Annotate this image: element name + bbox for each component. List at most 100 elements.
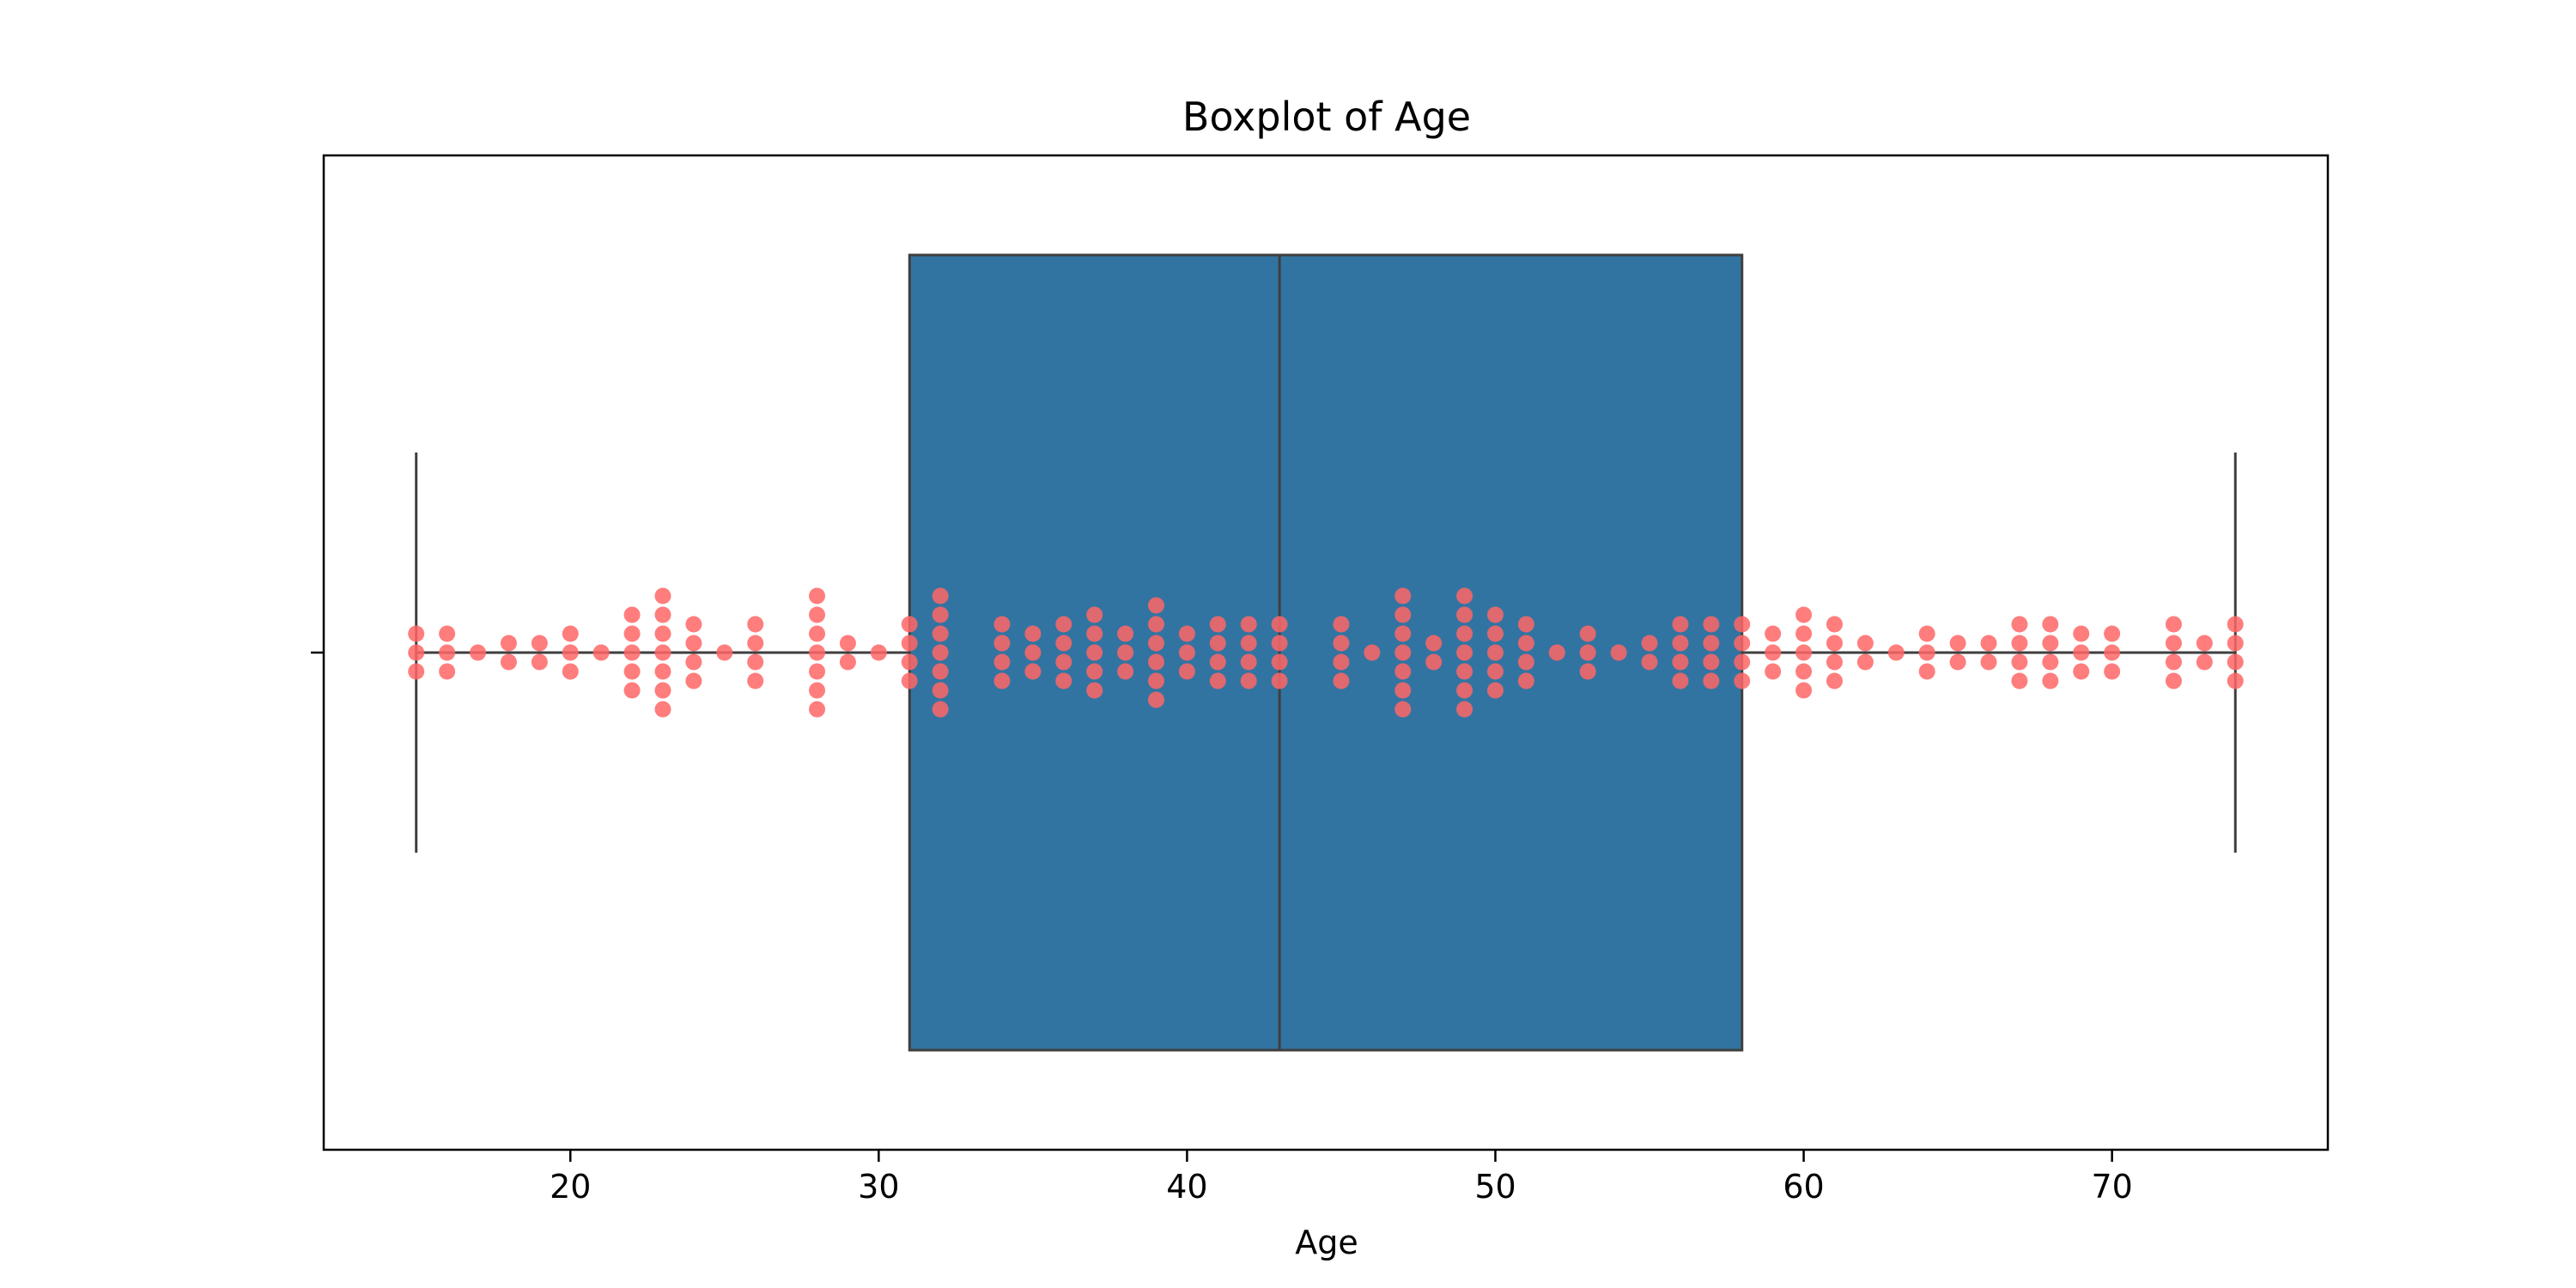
data-point <box>1271 672 1288 690</box>
data-point <box>2011 616 2028 633</box>
data-point <box>1055 672 1072 690</box>
data-point <box>1456 587 1473 605</box>
data-point <box>1271 616 1288 633</box>
data-point <box>1486 682 1504 699</box>
data-point <box>1394 682 1412 699</box>
data-point <box>1456 663 1473 680</box>
data-point <box>1117 644 1134 661</box>
data-point <box>439 625 456 642</box>
data-point <box>1918 625 1935 642</box>
data-point <box>1517 616 1534 633</box>
iqr-box <box>908 253 1744 1052</box>
data-point <box>1610 644 1627 661</box>
data-point <box>2104 663 2121 680</box>
data-point <box>562 625 579 642</box>
data-point <box>993 672 1011 690</box>
data-point <box>623 644 641 661</box>
data-point <box>1641 653 1658 671</box>
data-point <box>2042 635 2059 652</box>
data-point <box>1949 635 1966 652</box>
data-point <box>1024 644 1042 661</box>
data-point <box>1333 635 1350 652</box>
data-point <box>809 644 826 661</box>
data-point <box>2104 625 2121 642</box>
data-point <box>623 625 641 642</box>
data-point <box>1333 672 1350 690</box>
data-point <box>439 644 456 661</box>
data-point <box>932 663 949 680</box>
data-point <box>654 644 671 661</box>
data-point <box>685 635 702 652</box>
data-point <box>1703 616 1720 633</box>
data-point <box>1240 672 1257 690</box>
data-point <box>2011 653 2028 671</box>
data-point <box>1579 625 1596 642</box>
data-point <box>1086 663 1103 680</box>
data-point <box>901 672 918 690</box>
data-point <box>1209 672 1226 690</box>
data-point <box>2165 616 2182 633</box>
x-tick-label: 70 <box>2091 1168 2132 1206</box>
data-point <box>993 635 1011 652</box>
data-point <box>932 682 949 699</box>
data-point <box>747 672 764 690</box>
data-point <box>1024 625 1042 642</box>
chart-title: Boxplot of Age <box>1182 94 1471 140</box>
data-point <box>685 653 702 671</box>
data-point <box>2227 635 2244 652</box>
data-point <box>439 663 456 680</box>
data-point <box>1795 682 1813 699</box>
data-point <box>932 625 949 642</box>
data-point <box>1517 653 1534 671</box>
data-point <box>1734 653 1751 671</box>
data-point <box>1425 653 1443 671</box>
data-point <box>1394 587 1412 605</box>
data-point <box>1579 644 1596 661</box>
data-point <box>993 616 1011 633</box>
data-point <box>2227 616 2244 633</box>
x-axis-label: Age <box>1295 1224 1358 1261</box>
data-point <box>1240 616 1257 633</box>
data-point <box>1209 635 1226 652</box>
data-point <box>1425 635 1443 652</box>
data-point <box>1178 644 1195 661</box>
data-point <box>1364 644 1381 661</box>
data-point <box>1641 635 1658 652</box>
data-point <box>2073 644 2090 661</box>
data-point <box>809 606 826 623</box>
data-point <box>1826 672 1843 690</box>
data-point <box>1980 653 1997 671</box>
data-point <box>1240 635 1257 652</box>
data-point <box>1672 653 1689 671</box>
data-point <box>1734 635 1751 652</box>
data-point <box>2104 644 2121 661</box>
data-point <box>1394 606 1412 623</box>
data-point <box>1918 663 1935 680</box>
data-point <box>623 682 641 699</box>
data-point <box>654 701 671 718</box>
data-point <box>1178 625 1195 642</box>
data-point <box>1333 653 1350 671</box>
data-point <box>654 606 671 623</box>
data-point <box>1086 644 1103 661</box>
data-point <box>685 672 702 690</box>
data-point <box>592 644 610 661</box>
data-point <box>1949 653 1966 671</box>
data-point <box>562 663 579 680</box>
x-tick-label: 30 <box>858 1168 899 1206</box>
data-point <box>1887 644 1905 661</box>
data-point <box>1178 663 1195 680</box>
data-point <box>1148 635 1165 652</box>
data-point <box>1117 663 1134 680</box>
data-point <box>901 653 918 671</box>
data-point <box>932 587 949 605</box>
data-point <box>839 653 856 671</box>
data-point <box>1765 644 1782 661</box>
data-point <box>2227 653 2244 671</box>
data-point <box>1240 653 1257 671</box>
data-point <box>562 644 579 661</box>
data-point <box>747 616 764 633</box>
data-point <box>1703 672 1720 690</box>
data-point <box>408 625 425 642</box>
